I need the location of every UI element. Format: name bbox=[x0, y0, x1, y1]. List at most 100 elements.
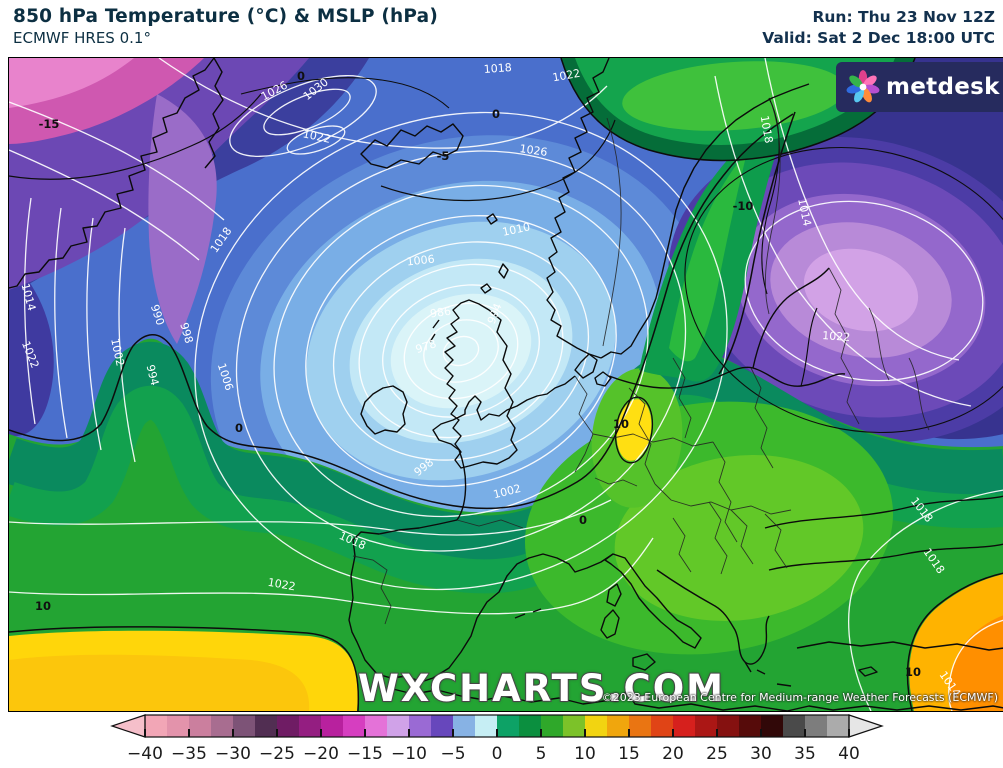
isobar-contours bbox=[9, 58, 1003, 711]
colorbar-tick-label: −35 bbox=[171, 744, 207, 764]
wxcharts-watermark: WXCHARTS.COM bbox=[357, 666, 725, 711]
colorbar-right-arrow bbox=[848, 714, 884, 738]
colorbar-tick-label: 35 bbox=[794, 744, 816, 764]
colorbar-segment bbox=[761, 715, 784, 737]
colorbar-tick-label: 15 bbox=[618, 744, 640, 764]
model-subtitle: ECMWF HRES 0.1° bbox=[13, 29, 151, 47]
logo-petal bbox=[861, 87, 872, 103]
colorbar-segment bbox=[453, 715, 476, 737]
colorbar-tick-label: 10 bbox=[574, 744, 596, 764]
isobar-label: 994 bbox=[144, 363, 162, 387]
colorbar-tick-label: 30 bbox=[750, 744, 772, 764]
isobar-label: 1022 bbox=[302, 127, 332, 146]
temperature-label: 0 bbox=[579, 513, 587, 527]
colorbar-segment bbox=[475, 715, 498, 737]
colorbar-segment bbox=[255, 715, 278, 737]
metdesk-flower-icon bbox=[846, 70, 880, 103]
colorbar-segment bbox=[409, 715, 432, 737]
isobar-label: 1018 bbox=[483, 61, 512, 76]
colorbar-segment bbox=[299, 715, 322, 737]
copyright-notice: ©2023 European Centre for Medium-range W… bbox=[601, 691, 998, 704]
temperature-label: 0 bbox=[235, 421, 243, 435]
weather-map: 978 986 994 998 1002 1006 1010 990 998 994 1002 100… bbox=[8, 57, 1003, 712]
logo-petal bbox=[849, 75, 863, 88]
colorbar-tick-label: −10 bbox=[391, 744, 427, 764]
colorbar-tick-label: −30 bbox=[215, 744, 251, 764]
colorbar-tick-label: −20 bbox=[303, 744, 339, 764]
coastlines bbox=[9, 58, 1003, 711]
isobar-label: 990 bbox=[148, 303, 167, 327]
temperature-field bbox=[9, 58, 1003, 711]
colorbar-segment bbox=[321, 715, 344, 737]
isobar-label: 1002 bbox=[108, 337, 127, 367]
temperature-label: 10 bbox=[905, 665, 921, 679]
colorbar-tick-label: −40 bbox=[127, 744, 163, 764]
isobar-label: 986 bbox=[429, 305, 452, 321]
temperature-label: 10 bbox=[35, 599, 51, 613]
colorbar-left-arrow bbox=[110, 714, 146, 738]
metdesk-logo: metdesk bbox=[836, 62, 1003, 112]
isobar-label: 1018 bbox=[758, 114, 776, 144]
isobar-label: 1010 bbox=[501, 220, 531, 239]
colorbar-segment bbox=[629, 715, 652, 737]
country-borders bbox=[352, 101, 930, 625]
colorbar-segment bbox=[541, 715, 564, 737]
run-info: Run: Thu 23 Nov 12Z Valid: Sat 2 Dec 18:… bbox=[762, 7, 995, 49]
valid-time-label: Valid: Sat 2 Dec 18:00 UTC bbox=[762, 29, 995, 47]
colorbar-segment bbox=[673, 715, 696, 737]
colorbar-segment bbox=[277, 715, 300, 737]
colorbar-segment bbox=[739, 715, 762, 737]
colorbar-segment bbox=[695, 715, 718, 737]
colorbar-tick-label: 0 bbox=[492, 744, 503, 764]
isobar-label: 1026 bbox=[519, 142, 549, 159]
colorbar-segment bbox=[783, 715, 806, 737]
temperature-label: -10 bbox=[733, 199, 754, 213]
colorbar-tick-label: 40 bbox=[838, 744, 860, 764]
isobar-label: 1014 bbox=[795, 197, 814, 227]
colorbar-segment bbox=[607, 715, 630, 737]
colorbar-segment bbox=[387, 715, 410, 737]
colorbar-tick-label: −15 bbox=[347, 744, 383, 764]
colorbar-tick-label: 5 bbox=[536, 744, 547, 764]
temperature-contours bbox=[9, 58, 1003, 711]
colorbar-tick-label: −5 bbox=[440, 744, 465, 764]
colorbar-segment bbox=[519, 715, 542, 737]
colorbar-segment bbox=[233, 715, 256, 737]
run-time-label: Run: Thu 23 Nov 12Z bbox=[812, 8, 995, 26]
colorbar-segment bbox=[343, 715, 366, 737]
temperature-colorbar: −40 −35 −30 −25 −20 −15 −10 −5 0 5 10 15 20 25 30 35 40 bbox=[110, 714, 884, 764]
temperature-label: 10 bbox=[613, 417, 629, 431]
colorbar-segment bbox=[189, 715, 212, 737]
logo-text: metdesk bbox=[886, 74, 1000, 100]
isobar-label: 978 bbox=[414, 337, 438, 356]
colorbar-segment bbox=[651, 715, 674, 737]
isobar-label: 1022 bbox=[822, 329, 851, 344]
colorbar-tick-label: −25 bbox=[259, 744, 295, 764]
colorbar-tick-label: 20 bbox=[662, 744, 684, 764]
colorbar-segment bbox=[365, 715, 388, 737]
isobar-label: 1022 bbox=[267, 576, 297, 594]
page-title: 850 hPa Temperature (°C) & MSLP (hPa) bbox=[13, 6, 439, 27]
colorbar-segment bbox=[585, 715, 608, 737]
temperature-label: 0 bbox=[492, 107, 500, 121]
temperature-label: 0 bbox=[297, 69, 305, 83]
colorbar-segment bbox=[805, 715, 828, 737]
colorbar-segment bbox=[827, 715, 850, 737]
colorbar-segment bbox=[563, 715, 586, 737]
colorbar-segment bbox=[717, 715, 740, 737]
temperature-label: -15 bbox=[39, 117, 60, 131]
colorbar-tick-label: 25 bbox=[706, 744, 728, 764]
colorbar-segment bbox=[431, 715, 454, 737]
temperature-label: -5 bbox=[437, 149, 450, 163]
colorbar-segment bbox=[167, 715, 190, 737]
isobar-label: 1006 bbox=[406, 253, 435, 269]
colorbar-segment bbox=[211, 715, 234, 737]
colorbar-segment bbox=[145, 715, 168, 737]
header: 850 hPa Temperature (°C) & MSLP (hPa) EC… bbox=[13, 6, 438, 47]
isobar-label: 998 bbox=[177, 321, 195, 345]
isobar-label: 1022 bbox=[551, 67, 581, 85]
logo-petal bbox=[863, 75, 877, 88]
